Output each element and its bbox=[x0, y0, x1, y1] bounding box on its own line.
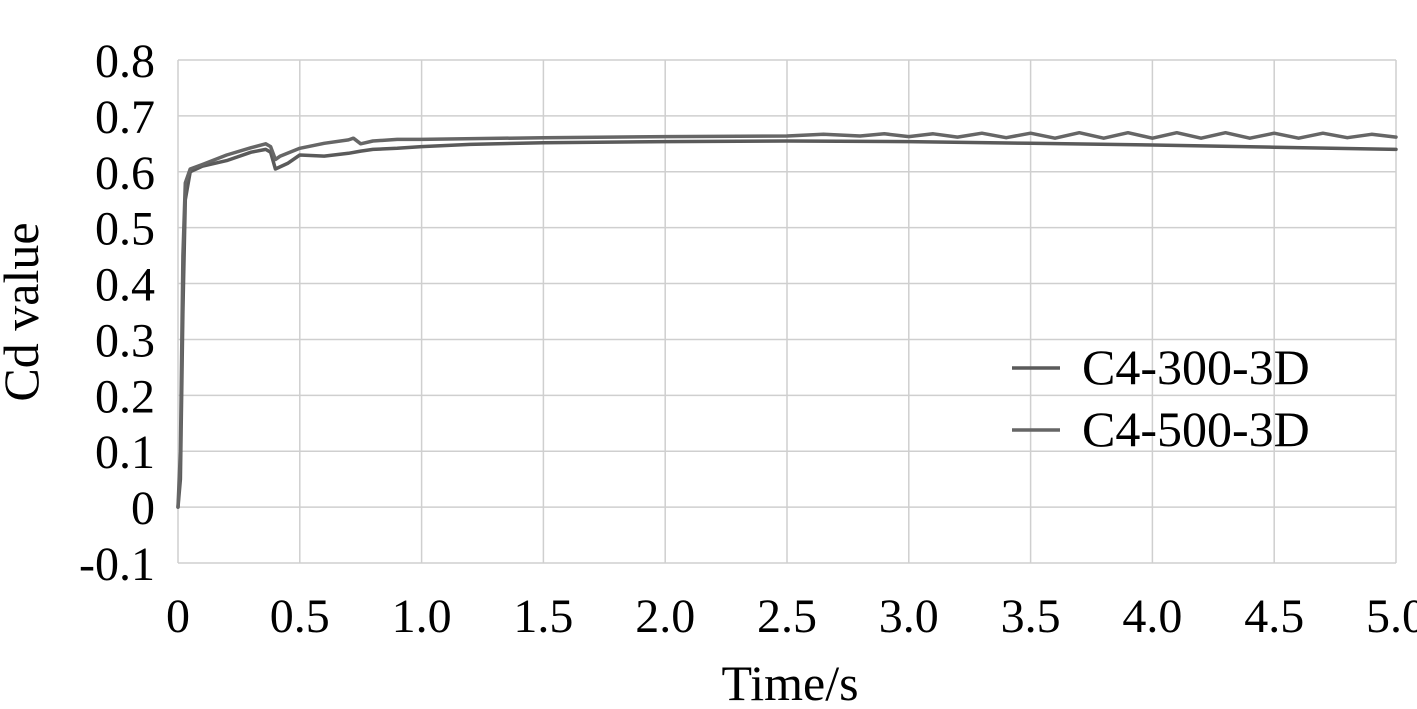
grid bbox=[177, 59, 1397, 564]
y-tick-label-8: 0.7 bbox=[95, 91, 155, 144]
x-tick-label-3: 1.5 bbox=[513, 590, 573, 643]
x-tick-label-0: 0 bbox=[166, 590, 190, 643]
y-tick-label-6: 0.5 bbox=[95, 203, 155, 256]
series-line-c4-500-3d bbox=[176, 130, 1398, 509]
y-axis-title: Cd value bbox=[0, 222, 49, 401]
x-tick-label-9: 4.5 bbox=[1244, 590, 1304, 643]
x-tick-label-6: 3.0 bbox=[879, 590, 939, 643]
x-tick-label-2: 1.0 bbox=[392, 590, 452, 643]
x-tick-label-5: 2.5 bbox=[757, 590, 817, 643]
legend-label-c4-300-3d: C4-300-3D bbox=[1082, 339, 1310, 395]
x-tick-label-8: 4.0 bbox=[1122, 590, 1182, 643]
y-tick-label-9: 0.8 bbox=[95, 35, 155, 88]
x-tick-label-4: 2.0 bbox=[635, 590, 695, 643]
legend: C4-300-3D C4-500-3D bbox=[1012, 339, 1310, 457]
y-tick-label-7: 0.6 bbox=[95, 147, 155, 200]
x-tick-label-1: 0.5 bbox=[270, 590, 330, 643]
x-axis-title: Time/s bbox=[721, 655, 858, 709]
y-tick-label-4: 0.3 bbox=[95, 314, 155, 367]
x-axis-ticks: 0 0.5 1.0 1.5 2.0 2.5 3.0 3.5 4.0 4.5 5.0 bbox=[166, 590, 1417, 643]
y-tick-label-2: 0.1 bbox=[95, 426, 155, 479]
y-tick-label-5: 0.4 bbox=[95, 259, 155, 312]
y-axis-ticks: -0.100.10.20.30.40.50.60.70.8 bbox=[79, 35, 155, 591]
x-tick-label-7: 3.5 bbox=[1001, 590, 1061, 643]
legend-label-c4-500-3d: C4-500-3D bbox=[1082, 401, 1310, 457]
x-tick-label-10: 5.0 bbox=[1366, 590, 1417, 643]
series-layer bbox=[176, 130, 1398, 509]
series-line-c4-300-3d bbox=[176, 139, 1398, 509]
y-tick-label-1: 0 bbox=[131, 482, 155, 535]
y-tick-label-3: 0.2 bbox=[95, 370, 155, 423]
y-tick-label-0: -0.1 bbox=[79, 538, 155, 591]
